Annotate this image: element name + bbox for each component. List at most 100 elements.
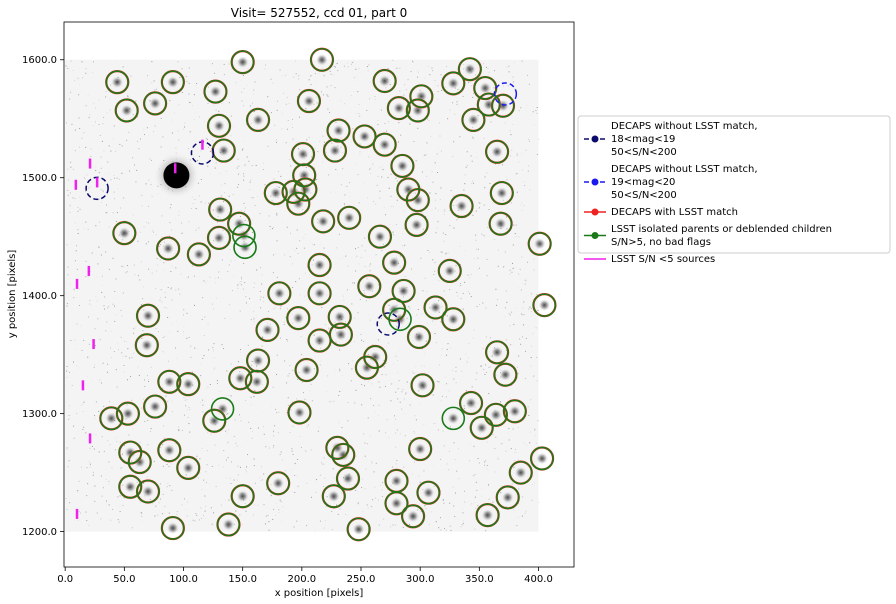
noise-pixel xyxy=(453,442,455,444)
noise-pixel xyxy=(403,466,405,468)
noise-pixel xyxy=(345,255,347,257)
noise-pixel xyxy=(69,211,71,213)
noise-pixel xyxy=(126,265,128,267)
noise-pixel xyxy=(123,266,125,268)
noise-pixel xyxy=(353,341,355,343)
noise-pixel xyxy=(227,457,229,459)
noise-pixel xyxy=(186,277,188,279)
noise-pixel xyxy=(386,281,388,283)
noise-pixel xyxy=(447,516,449,518)
lsst-point xyxy=(459,391,483,415)
lsst-point xyxy=(176,372,201,396)
noise-pixel xyxy=(113,198,115,200)
noise-pixel xyxy=(226,241,228,243)
noise-pixel xyxy=(478,267,480,269)
noise-pixel xyxy=(285,142,287,144)
noise-pixel xyxy=(355,455,357,457)
noise-pixel xyxy=(103,305,105,307)
noise-pixel xyxy=(187,276,189,278)
noise-pixel xyxy=(85,432,87,434)
noise-pixel xyxy=(331,400,333,402)
noise-pixel xyxy=(533,124,535,126)
noise-pixel xyxy=(508,71,510,73)
noise-pixel xyxy=(249,500,251,502)
noise-pixel xyxy=(238,422,240,424)
noise-pixel xyxy=(285,103,287,105)
noise-pixel xyxy=(107,307,109,309)
star-blob xyxy=(120,104,133,117)
lsst-point xyxy=(384,491,409,516)
noise-pixel xyxy=(388,235,390,237)
noise-pixel xyxy=(125,272,127,274)
noise-pixel xyxy=(419,89,421,91)
noise-pixel xyxy=(284,360,286,362)
star-blob xyxy=(494,217,507,230)
star-blob xyxy=(489,408,502,421)
noise-pixel xyxy=(141,521,143,523)
lsst-point xyxy=(105,70,130,94)
noise-pixel xyxy=(504,251,506,253)
noise-pixel xyxy=(251,231,253,233)
noise-pixel xyxy=(339,391,341,393)
noise-pixel xyxy=(286,338,288,340)
noise-pixel xyxy=(530,293,532,295)
noise-pixel xyxy=(240,387,242,389)
noise-pixel xyxy=(188,67,190,69)
noise-pixel xyxy=(214,282,216,284)
noise-pixel xyxy=(500,492,502,494)
noise-pixel xyxy=(145,243,147,245)
noise-pixel xyxy=(162,336,164,338)
star-blob xyxy=(491,145,504,158)
noise-pixel xyxy=(143,128,145,130)
noise-pixel xyxy=(530,399,532,401)
noise-pixel xyxy=(92,471,94,473)
noise-pixel xyxy=(238,172,240,174)
noise-pixel xyxy=(228,304,230,306)
noise-pixel xyxy=(511,483,513,485)
noise-pixel xyxy=(268,521,270,523)
noise-pixel xyxy=(463,520,465,522)
noise-pixel xyxy=(209,276,211,278)
noise-pixel xyxy=(240,446,242,448)
noise-pixel xyxy=(455,265,457,267)
noise-pixel xyxy=(322,160,324,162)
noise-pixel xyxy=(450,190,452,192)
noise-pixel xyxy=(372,499,374,501)
noise-pixel xyxy=(159,498,161,500)
noise-pixel xyxy=(374,411,376,413)
noise-pixel xyxy=(90,380,92,382)
lsst-point xyxy=(372,132,397,157)
lsst-point xyxy=(372,69,397,93)
noise-pixel xyxy=(257,427,259,429)
noise-pixel xyxy=(68,415,70,417)
noise-pixel xyxy=(93,103,95,105)
noise-pixel xyxy=(536,294,538,296)
noise-pixel xyxy=(222,466,224,468)
noise-pixel xyxy=(194,347,196,349)
noise-pixel xyxy=(100,475,102,477)
noise-pixel xyxy=(121,352,123,354)
noise-pixel xyxy=(407,79,409,81)
noise-pixel xyxy=(416,461,418,463)
noise-pixel xyxy=(219,390,221,392)
noise-pixel xyxy=(442,499,444,501)
noise-pixel xyxy=(470,296,472,298)
noise-pixel xyxy=(291,123,293,125)
star-blob xyxy=(192,248,205,261)
noise-pixel xyxy=(278,509,280,511)
noise-pixel xyxy=(176,152,178,154)
noise-pixel xyxy=(112,212,114,214)
noise-pixel xyxy=(77,206,79,208)
noise-pixel xyxy=(501,307,503,309)
noise-pixel xyxy=(78,480,80,482)
noise-pixel xyxy=(457,295,459,297)
noise-pixel xyxy=(419,481,421,483)
noise-pixel xyxy=(207,386,209,388)
noise-pixel xyxy=(264,523,266,525)
noise-pixel xyxy=(201,315,203,317)
legend: DECAPS without LSST match,18<mag<1950<S/… xyxy=(577,115,891,265)
noise-pixel xyxy=(530,365,532,367)
noise-pixel xyxy=(366,443,368,445)
noise-pixel xyxy=(508,439,510,441)
